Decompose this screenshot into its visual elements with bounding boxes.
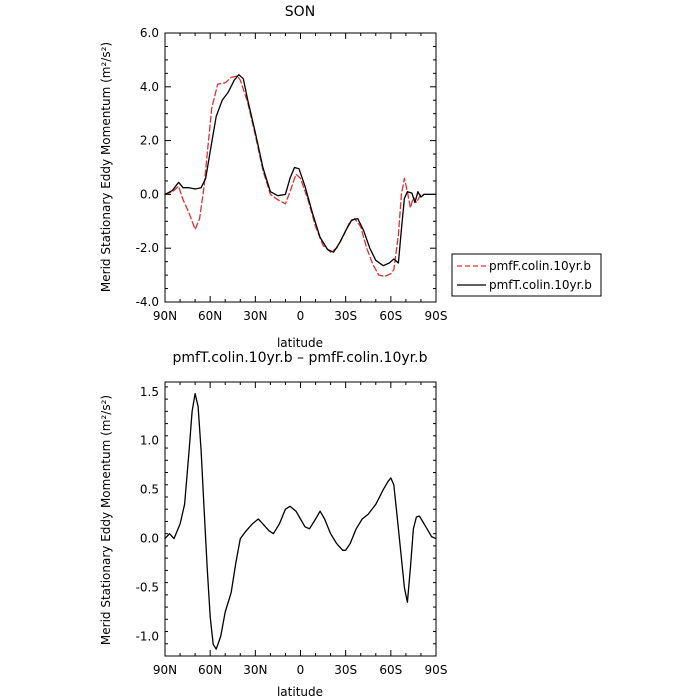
bottom-y-tick-label: 0.0 bbox=[140, 532, 159, 546]
top-legend: pmfF.colin.10yr.b pmfT.colin.10yr.b bbox=[451, 253, 602, 297]
top-x-tick-label: 90S bbox=[425, 309, 448, 323]
bottom-x-tick-label: 60S bbox=[379, 663, 402, 677]
bottom-plot-frame bbox=[164, 381, 437, 657]
top-y-tick-label: 0.0 bbox=[140, 187, 159, 201]
top-x-tick-label: 30S bbox=[334, 309, 357, 323]
bottom-y-tick-label: 1.5 bbox=[140, 385, 159, 399]
bottom-x-tick-label: 30S bbox=[334, 663, 357, 677]
bottom-series-layer bbox=[164, 393, 437, 650]
top-x-axis-title: latitude bbox=[277, 336, 323, 350]
bottom-x-tick-label: 60N bbox=[198, 663, 222, 677]
top-y-tick-label: -4.0 bbox=[136, 295, 159, 309]
legend-box bbox=[451, 253, 602, 297]
bottom-chart-title: pmfT.colin.10yr.b – pmfF.colin.10yr.b bbox=[173, 350, 428, 366]
bottom-x-tick-group: 90N 60N 30N 0 30S 60S 90S bbox=[153, 382, 448, 677]
legend-label-pmfT: pmfT.colin.10yr.b bbox=[489, 278, 592, 292]
top-plot-frame bbox=[164, 32, 437, 303]
bottom-panel: pmfT.colin.10yr.b – pmfF.colin.10yr.b Me… bbox=[99, 350, 447, 699]
bottom-y-tick-label: 1.0 bbox=[140, 434, 159, 448]
top-x-tick-group: 90N 60N 30N 0 30S 60S 90S bbox=[153, 33, 448, 323]
top-y-tick-label: 2.0 bbox=[140, 134, 159, 148]
bottom-x-tick-label: 30N bbox=[243, 663, 267, 677]
bottom-y-tick-label: -1.0 bbox=[136, 629, 159, 643]
bottom-y-tick-label: 0.5 bbox=[140, 483, 159, 497]
top-series-layer bbox=[164, 74, 437, 278]
bottom-y-axis-title: Merid Stationary Eddy Momentum (m²/s²) bbox=[99, 395, 113, 645]
top-x-tick-label: 60S bbox=[379, 309, 402, 323]
bottom-x-axis-title: latitude bbox=[277, 685, 323, 699]
top-chart-title: SON bbox=[285, 4, 315, 20]
top-x-tick-label: 60N bbox=[198, 309, 222, 323]
top-y-tick-label: 6.0 bbox=[140, 26, 159, 40]
legend-label-pmfF: pmfF.colin.10yr.b bbox=[489, 259, 591, 273]
top-series-line-pmfT bbox=[164, 74, 437, 267]
top-x-tick-label: 90N bbox=[153, 309, 177, 323]
top-panel: SON Merid Stationary Eddy Momentum (m²/s… bbox=[99, 4, 447, 350]
bottom-x-tick-label: 90N bbox=[153, 663, 177, 677]
top-x-tick-label: 30N bbox=[243, 309, 267, 323]
bottom-series-line-0 bbox=[164, 393, 437, 650]
top-y-tick-group: -4.0 -2.0 0.0 2.0 4.0 6.0 bbox=[136, 26, 436, 309]
top-x-tick-label: 0 bbox=[297, 309, 305, 323]
top-y-tick-label: 4.0 bbox=[140, 80, 159, 94]
top-series-line-pmfF bbox=[164, 75, 437, 278]
bottom-y-tick-label: -0.5 bbox=[136, 581, 159, 595]
bottom-x-tick-label: 0 bbox=[297, 663, 305, 677]
bottom-x-tick-label: 90S bbox=[425, 663, 448, 677]
top-y-axis-title: Merid Stationary Eddy Momentum (m²/s²) bbox=[99, 42, 113, 292]
top-y-tick-label: -2.0 bbox=[136, 241, 159, 255]
